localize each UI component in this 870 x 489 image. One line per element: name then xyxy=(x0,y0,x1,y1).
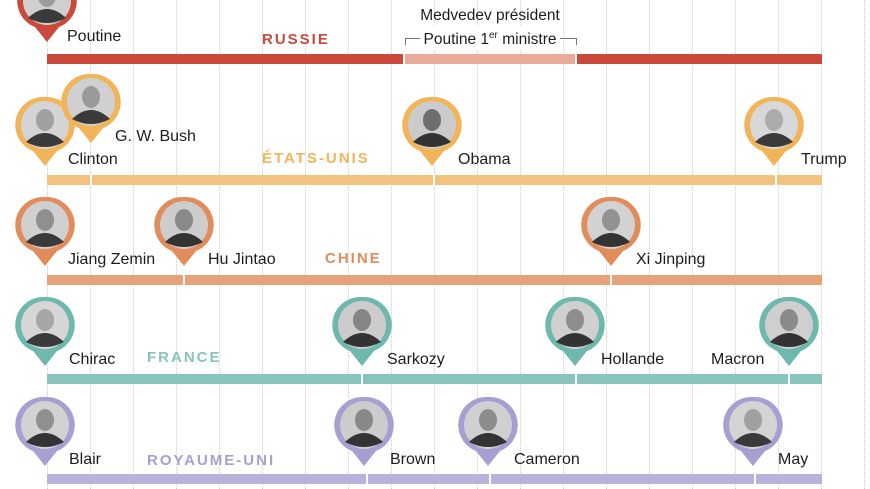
portrait-pin-chirac xyxy=(14,294,76,370)
medvedev-note-line2: Poutine 1er ministre xyxy=(419,26,561,51)
portrait-pin-macron xyxy=(758,294,820,370)
portrait-pin-xi xyxy=(580,194,642,270)
leader-name-clinton: Clinton xyxy=(68,151,118,168)
france-bar-divider-hollande xyxy=(575,374,577,384)
country-label-france: FRANCE xyxy=(147,349,222,366)
portrait-pin-hollande xyxy=(544,294,606,370)
country-label-china: CHINE xyxy=(325,250,382,267)
leader-name-hollande: Hollande xyxy=(601,351,665,368)
leader-name-may: May xyxy=(778,451,809,468)
portrait-pin-may xyxy=(722,394,784,470)
portrait-pin-obama xyxy=(401,94,463,170)
uk-bar-divider-cameron xyxy=(489,474,491,484)
portrait-pin-clinton xyxy=(14,94,76,170)
portrait-pin-bush xyxy=(60,71,122,147)
portrait-pin-putin xyxy=(16,0,78,46)
france-bar-divider-macron xyxy=(788,374,790,384)
leader-name-brown: Brown xyxy=(390,451,436,468)
france-bar-divider-sarkozy xyxy=(361,374,363,384)
portrait-pin-cameron xyxy=(457,394,519,470)
portrait-pin-hu xyxy=(153,194,215,270)
russia-bar-medvedev xyxy=(405,54,575,64)
leader-name-bush: G. W. Bush xyxy=(115,128,196,145)
uk-bar xyxy=(47,474,822,484)
leader-name-hu: Hu Jintao xyxy=(208,251,276,268)
portrait-pin-blair xyxy=(14,394,76,470)
leader-name-blair: Blair xyxy=(69,451,102,468)
country-label-uk: ROYAUME-UNI xyxy=(147,452,276,469)
leader-name-obama: Obama xyxy=(458,151,511,168)
russia-bar-putin-1 xyxy=(47,54,403,64)
portrait-pin-trump xyxy=(743,94,805,170)
china-bar-divider-hu xyxy=(183,275,185,285)
uk-bar-divider-may xyxy=(754,474,756,484)
usa-bar-divider-bush xyxy=(90,175,92,185)
usa-bar-divider-trump xyxy=(775,175,777,185)
country-label-usa: ÉTATS-UNIS xyxy=(262,150,370,167)
leader-name-putin: Poutine xyxy=(67,28,122,45)
china-bar xyxy=(47,275,822,285)
russia-bar-putin-2 xyxy=(577,54,822,64)
portrait-pin-brown xyxy=(333,394,395,470)
country-label-russia: RUSSIE xyxy=(262,31,330,48)
leader-name-sarkozy: Sarkozy xyxy=(387,351,445,368)
leader-name-cameron: Cameron xyxy=(514,451,580,468)
france-bar xyxy=(47,374,822,384)
medvedev-note-line1: Medvedev président xyxy=(420,7,560,24)
leader-name-chirac: Chirac xyxy=(69,351,116,368)
portrait-pin-jiang xyxy=(14,194,76,270)
leader-name-trump: Trump xyxy=(801,151,847,168)
china-bar-divider-xi xyxy=(610,275,612,285)
usa-bar-divider-obama xyxy=(433,175,435,185)
portrait-pin-sarkozy xyxy=(331,294,393,370)
leader-name-macron: Macron xyxy=(711,351,765,368)
medvedev-note: Medvedev président Poutine 1er ministre xyxy=(390,6,590,51)
leader-name-jiang: Jiang Zemin xyxy=(68,251,156,268)
leader-name-xi: Xi Jinping xyxy=(636,251,706,268)
uk-bar-divider-brown xyxy=(366,474,368,484)
